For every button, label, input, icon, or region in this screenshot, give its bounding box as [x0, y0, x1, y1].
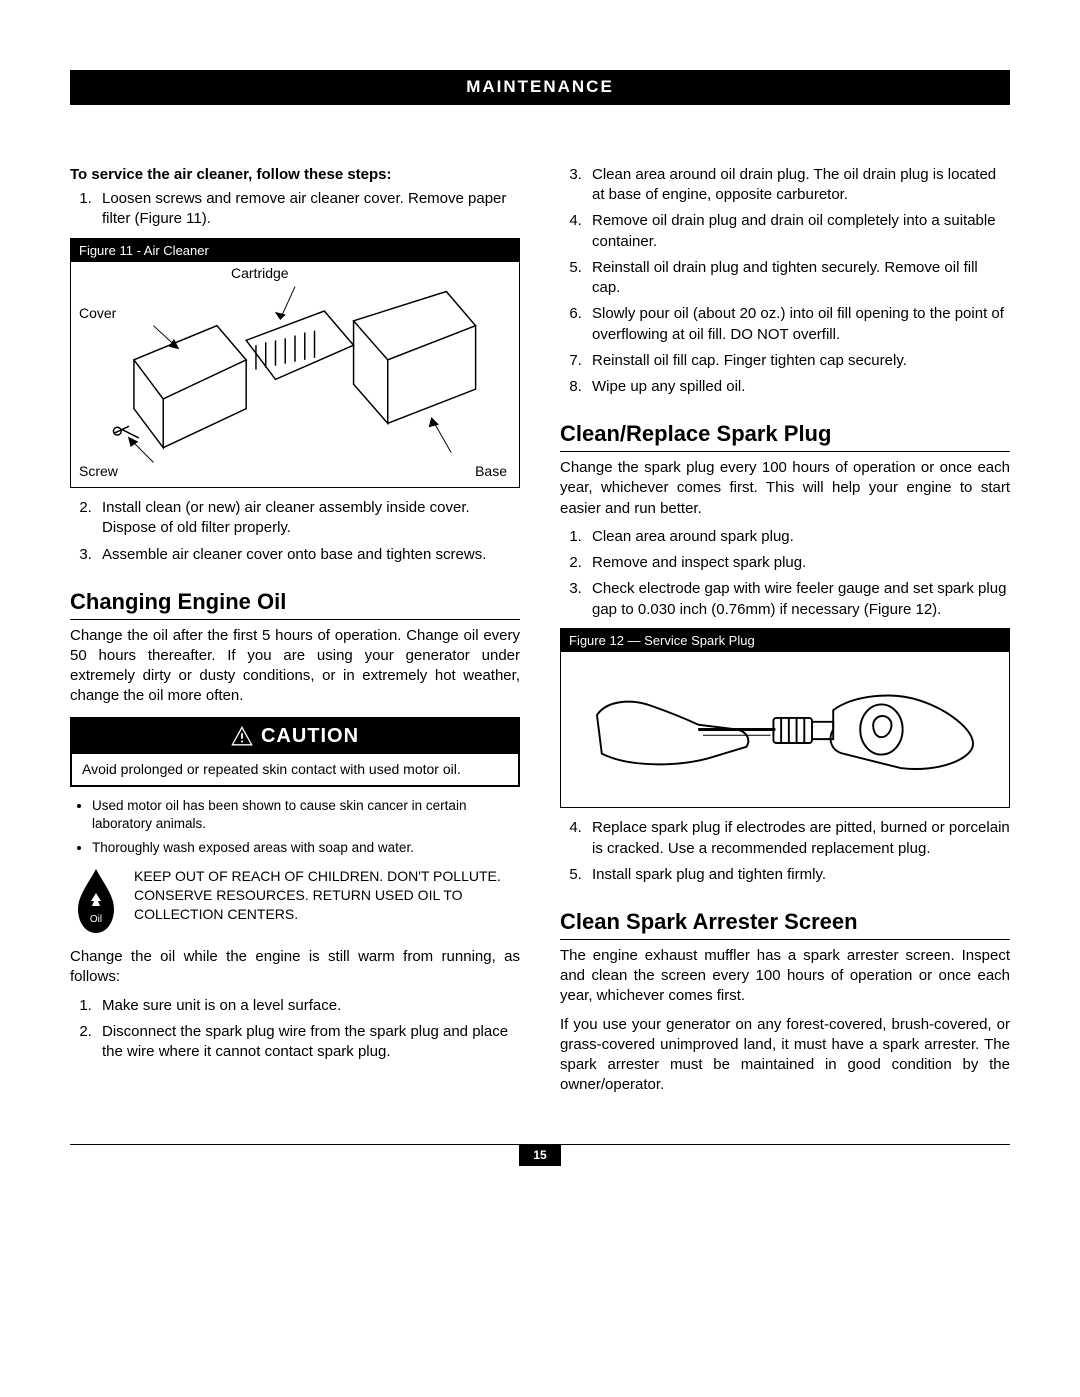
- fig11-lbl-cartridge: Cartridge: [231, 264, 289, 283]
- caution-bullets: Used motor oil has been shown to cause s…: [70, 797, 520, 858]
- spark-steps-b: Replace spark plug if electrodes are pit…: [560, 818, 1010, 885]
- caution-header: CAUTION: [72, 719, 518, 754]
- fig11-lbl-base: Base: [475, 462, 507, 481]
- air-cleaner-steps-1: Loosen screws and remove air cleaner cov…: [70, 189, 520, 230]
- step: Check electrode gap with wire feeler gau…: [586, 579, 1010, 620]
- caution-label: CAUTION: [261, 723, 359, 750]
- caution-body-text: Avoid prolonged or repeated skin contact…: [72, 754, 518, 785]
- heading-changing-oil: Changing Engine Oil: [70, 587, 520, 620]
- step: Make sure unit is on a level surface.: [96, 996, 520, 1016]
- step: Wipe up any spilled oil.: [586, 377, 1010, 397]
- step: Install spark plug and tighten firmly.: [586, 865, 1010, 885]
- oil-warm-text: Change the oil while the engine is still…: [70, 947, 520, 988]
- figure-12-svg: [571, 662, 999, 797]
- spark-steps-a: Clean area around spark plug. Remove and…: [560, 527, 1010, 620]
- warning-icon: [231, 726, 253, 746]
- left-column: To service the air cleaner, follow these…: [70, 165, 520, 1104]
- step: Loosen screws and remove air cleaner cov…: [96, 189, 520, 230]
- step: Remove and inspect spark plug.: [586, 553, 1010, 573]
- fig11-lbl-cover: Cover: [79, 304, 116, 323]
- step: Install clean (or new) air cleaner assem…: [96, 498, 520, 539]
- bullet: Used motor oil has been shown to cause s…: [92, 797, 520, 833]
- figure-11-body: Cartridge Cover Screw Base: [71, 262, 519, 487]
- oil-steps-left: Make sure unit is on a level surface. Di…: [70, 996, 520, 1063]
- step: Clean area around oil drain plug. The oi…: [586, 165, 1010, 206]
- svg-text:Oil: Oil: [90, 914, 102, 925]
- step: Reinstall oil fill cap. Finger tighten c…: [586, 351, 1010, 371]
- step: Slowly pour oil (about 20 oz.) into oil …: [586, 304, 1010, 345]
- heading-spark-plug: Clean/Replace Spark Plug: [560, 419, 1010, 452]
- step: Clean area around spark plug.: [586, 527, 1010, 547]
- air-cleaner-intro: To service the air cleaner, follow these…: [70, 165, 520, 185]
- right-column: Clean area around oil drain plug. The oi…: [560, 165, 1010, 1104]
- step: Remove oil drain plug and drain oil comp…: [586, 211, 1010, 252]
- arrester-p2: If you use your generator on any forest-…: [560, 1015, 1010, 1096]
- bullet: Thoroughly wash exposed areas with soap …: [92, 839, 520, 857]
- figure-11-svg: [81, 272, 509, 477]
- figure-11: Figure 11 - Air Cleaner: [70, 238, 520, 489]
- recycle-text: KEEP OUT OF REACH OF CHILDREN. DON'T POL…: [134, 867, 520, 924]
- step: Reinstall oil drain plug and tighten sec…: [586, 258, 1010, 299]
- arrester-p1: The engine exhaust muffler has a spark a…: [560, 946, 1010, 1007]
- oil-intro: Change the oil after the first 5 hours o…: [70, 626, 520, 707]
- caution-box: CAUTION Avoid prolonged or repeated skin…: [70, 717, 520, 787]
- step: Disconnect the spark plug wire from the …: [96, 1022, 520, 1063]
- heading-arrester: Clean Spark Arrester Screen: [560, 907, 1010, 940]
- section-header: MAINTENANCE: [70, 70, 1010, 105]
- figure-12-body: [561, 652, 1009, 807]
- step: Replace spark plug if electrodes are pit…: [586, 818, 1010, 859]
- figure-12: Figure 12 — Service Spark Plug: [560, 628, 1010, 809]
- fig11-lbl-screw: Screw: [79, 462, 118, 481]
- oil-steps-right: Clean area around oil drain plug. The oi…: [560, 165, 1010, 398]
- step: Assemble air cleaner cover onto base and…: [96, 545, 520, 565]
- page-number: 15: [519, 1144, 560, 1166]
- air-cleaner-steps-2: Install clean (or new) air cleaner assem…: [70, 498, 520, 565]
- recycle-oil-icon: Oil: [70, 867, 122, 935]
- spark-intro: Change the spark plug every 100 hours of…: [560, 458, 1010, 519]
- figure-12-caption: Figure 12 — Service Spark Plug: [561, 629, 1009, 653]
- recycle-row: Oil KEEP OUT OF REACH OF CHILDREN. DON'T…: [70, 867, 520, 935]
- content-columns: To service the air cleaner, follow these…: [70, 165, 1010, 1104]
- figure-11-caption: Figure 11 - Air Cleaner: [71, 239, 519, 263]
- page-footer: 15: [70, 1144, 1010, 1167]
